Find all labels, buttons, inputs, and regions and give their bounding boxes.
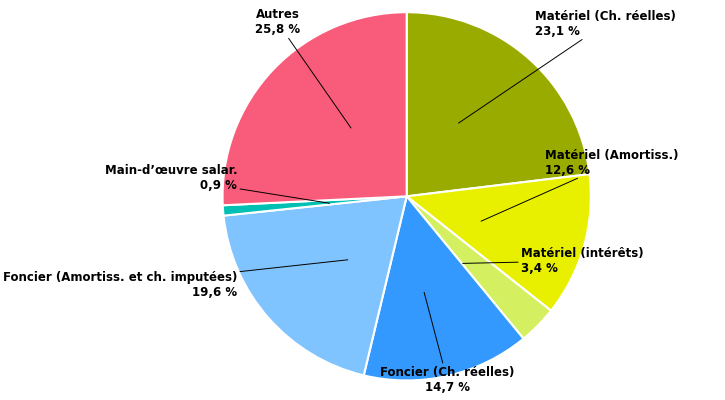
Wedge shape: [223, 196, 407, 216]
Wedge shape: [407, 174, 591, 311]
Text: Matériel (Ch. réelles)
23,1 %: Matériel (Ch. réelles) 23,1 %: [458, 10, 676, 123]
Text: Foncier (Amortiss. et ch. imputées)
19,6 %: Foncier (Amortiss. et ch. imputées) 19,6…: [3, 260, 348, 299]
Text: Main-d’œuvre salar.
0,9 %: Main-d’œuvre salar. 0,9 %: [104, 164, 329, 203]
Text: Foncier (Ch. réelles)
14,7 %: Foncier (Ch. réelles) 14,7 %: [380, 292, 514, 394]
Wedge shape: [223, 196, 407, 375]
Wedge shape: [364, 196, 523, 380]
Wedge shape: [407, 12, 589, 196]
Wedge shape: [223, 12, 407, 205]
Wedge shape: [407, 196, 551, 339]
Text: Matériel (Amortiss.)
12,6 %: Matériel (Amortiss.) 12,6 %: [481, 149, 679, 221]
Text: Autres
25,8 %: Autres 25,8 %: [254, 8, 351, 128]
Text: Matériel (intérêts)
3,4 %: Matériel (intérêts) 3,4 %: [463, 247, 644, 275]
